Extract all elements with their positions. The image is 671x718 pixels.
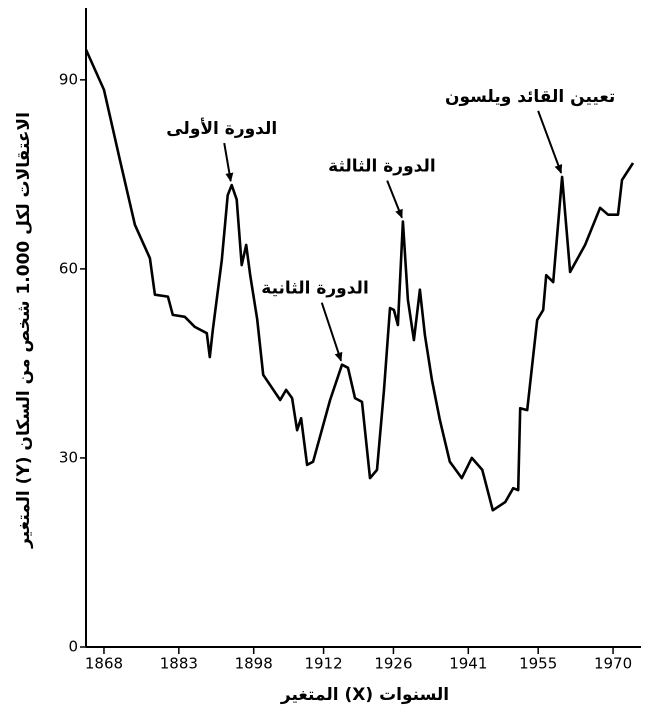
x-tick-label: 1955: [519, 655, 557, 673]
annotation-arrow: [223, 142, 234, 183]
line-series: [84, 49, 635, 512]
x-axis-title: المتغير (X) السنوات: [280, 685, 449, 705]
x-tick-label: 1912: [304, 655, 342, 673]
y-tick-label: 60: [59, 259, 78, 277]
x-tick-label: 1926: [374, 655, 412, 673]
x-tick-label: 1970: [594, 655, 632, 673]
x-tick-label: 1883: [160, 655, 198, 673]
y-tick-label: 30: [59, 448, 78, 466]
x-tick-label: 1898: [235, 655, 273, 673]
x-tick-label: 1868: [85, 655, 123, 673]
annotation-arrow: [320, 302, 343, 362]
y-tick-label: 90: [59, 70, 78, 88]
x-tick-label: 1941: [449, 655, 487, 673]
annotation: الدورة الأولى: [166, 118, 277, 139]
annotation: الدورة الثانية: [261, 279, 369, 299]
y-axis-title: المتغير (Y) الاعتقالات لكل 1.000 شخص من …: [14, 112, 34, 549]
annotation: الدورة الثالثة: [328, 157, 436, 177]
annotation: تعيين القائد ويلسون: [445, 87, 615, 107]
annotation-arrow: [386, 180, 403, 219]
annotation-arrow: [537, 110, 563, 174]
y-tick-label: 0: [68, 638, 78, 656]
